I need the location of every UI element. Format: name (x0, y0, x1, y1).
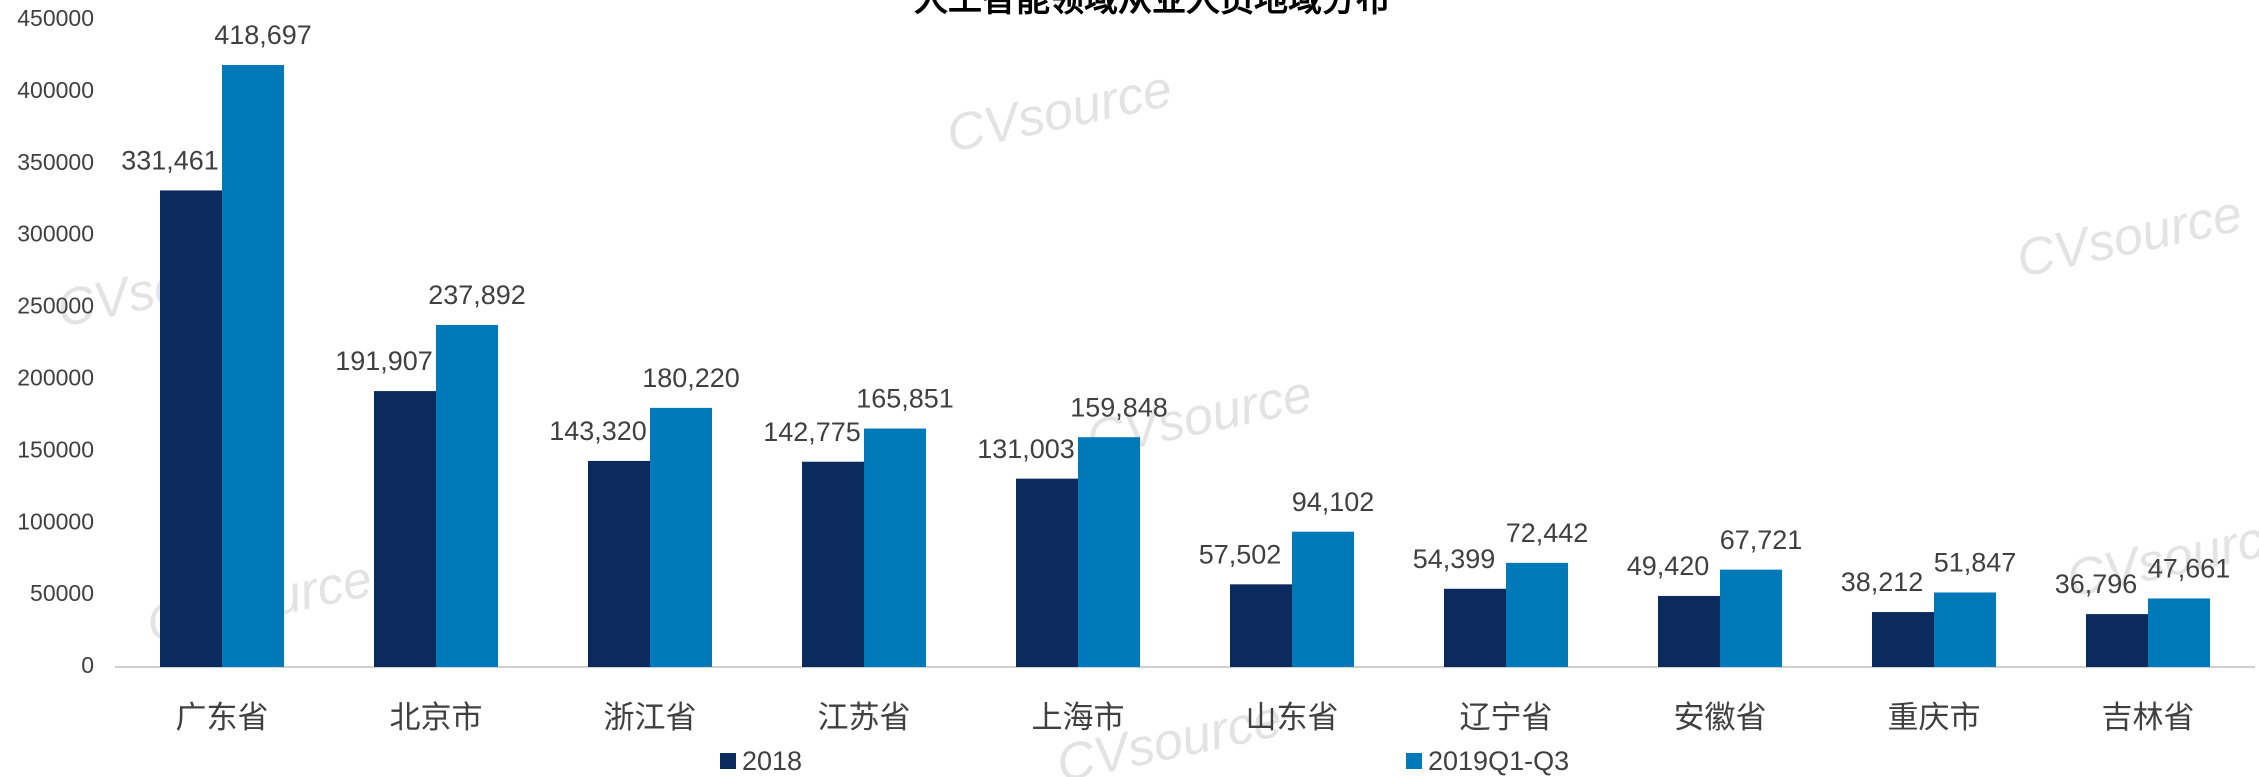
data-label: 159,848 (1070, 392, 1168, 422)
data-label: 237,892 (428, 280, 526, 310)
bar (1230, 584, 1292, 667)
legend-label: 2018 (742, 746, 802, 776)
data-label: 180,220 (642, 363, 740, 393)
data-label: 418,697 (214, 20, 312, 50)
bar (436, 324, 498, 667)
bar (1658, 595, 1720, 667)
bar (1016, 478, 1078, 667)
bar (1444, 588, 1506, 667)
bar (160, 190, 222, 667)
data-label: 165,851 (856, 384, 954, 414)
x-tick-label: 山东省 (1246, 700, 1339, 735)
bar (1506, 562, 1568, 667)
bar (650, 407, 712, 667)
y-tick-label: 350000 (17, 149, 94, 175)
chart-title: 人工智能领域从业人员地域分布 (914, 0, 1390, 19)
data-label: 142,775 (763, 417, 861, 447)
x-tick-label: 重庆市 (1888, 700, 1981, 735)
bar (1934, 592, 1996, 667)
data-label: 131,003 (977, 434, 1075, 464)
y-tick-label: 250000 (17, 293, 94, 319)
data-label: 143,320 (549, 416, 647, 446)
data-label: 191,907 (335, 346, 433, 376)
y-tick-label: 0 (81, 652, 94, 678)
y-tick-label: 150000 (17, 436, 94, 462)
bar (588, 460, 650, 667)
data-label: 38,212 (1841, 567, 1924, 597)
watermark: CVsource (2012, 185, 2247, 289)
legend-swatch (1406, 753, 1422, 769)
data-label: 331,461 (121, 146, 219, 176)
bar (864, 428, 926, 667)
bar (222, 65, 284, 667)
bar (1872, 612, 1934, 667)
data-label: 57,502 (1199, 539, 1282, 569)
y-tick-label: 400000 (17, 77, 94, 103)
y-tick-label: 300000 (17, 221, 94, 247)
data-label: 54,399 (1413, 544, 1496, 574)
bar (1720, 569, 1782, 667)
x-tick-label: 吉林省 (2102, 700, 2195, 735)
bar (2148, 598, 2210, 667)
data-label: 47,661 (2148, 554, 2231, 584)
bar (1292, 531, 1354, 667)
bar (374, 391, 436, 667)
data-label: 72,442 (1506, 518, 1589, 548)
bar (1078, 437, 1140, 667)
bar (2086, 614, 2148, 667)
data-label: 94,102 (1292, 487, 1375, 517)
data-label: 51,847 (1934, 548, 2017, 578)
x-tick-label: 安徽省 (1674, 700, 1767, 735)
y-tick-label: 50000 (30, 580, 94, 606)
y-tick-label: 100000 (17, 508, 94, 534)
watermark: CVsource (942, 60, 1177, 164)
bar (802, 461, 864, 667)
y-tick-label: 450000 (17, 5, 94, 31)
legend-label: 2019Q1-Q3 (1428, 746, 1569, 776)
x-tick-label: 广东省 (176, 700, 269, 735)
x-tick-label: 江苏省 (818, 700, 911, 735)
data-label: 36,796 (2055, 569, 2138, 599)
x-tick-label: 辽宁省 (1460, 700, 1553, 735)
data-label: 67,721 (1720, 525, 1803, 555)
x-tick-label: 北京市 (390, 700, 483, 735)
data-label: 49,420 (1627, 551, 1710, 581)
legend-swatch (720, 753, 736, 769)
x-tick-label: 浙江省 (604, 700, 697, 735)
y-tick-label: 200000 (17, 365, 94, 391)
x-tick-label: 上海市 (1032, 700, 1125, 735)
